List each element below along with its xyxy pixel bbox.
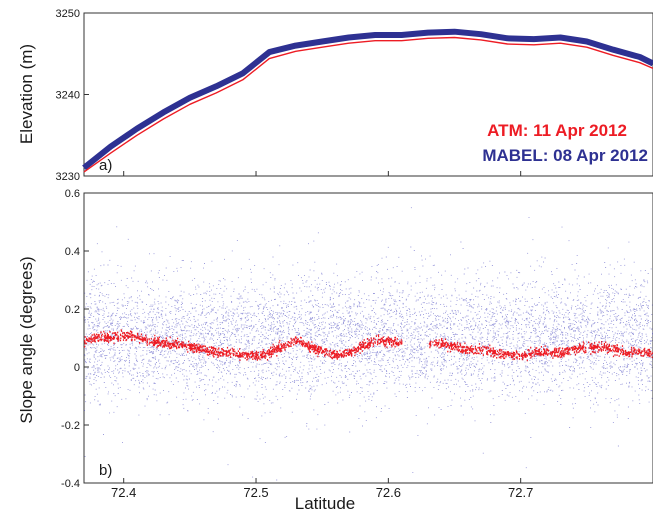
- x-tick-label-72.4: 72.4: [111, 485, 136, 500]
- axis-ticks: 3230 3240 3250 -0.4 -0.2 0 0.2 0.4 0.6 72.4 72.5 72…: [56, 8, 534, 500]
- y-tick-label-b-0: 0: [74, 362, 80, 374]
- y-axis-label-elevation: Elevation (m): [17, 44, 36, 144]
- y-tick-label-b-0.4: 0.4: [65, 246, 80, 258]
- panel-b-frame: [83, 192, 653, 484]
- y-tick-label-b-0.6: 0.6: [65, 188, 80, 200]
- x-tick-label-72.7: 72.7: [508, 485, 533, 500]
- y-tick-label-b--0.4: -0.4: [61, 478, 80, 490]
- legend-mabel: MABEL: 08 Apr 2012: [482, 146, 648, 165]
- y-axis-label-slope: Slope angle (degrees): [17, 256, 36, 423]
- mabel-elevation-line: [82, 28, 653, 171]
- atm-elevation-line: [83, 36, 653, 173]
- elevation-plot: [82, 28, 653, 173]
- x-tick-label-72.5: 72.5: [243, 485, 268, 500]
- legend-atm: ATM: 11 Apr 2012: [487, 121, 627, 140]
- x-axis-label-latitude: Latitude: [295, 494, 356, 513]
- atm-slope-points: [84, 329, 653, 362]
- y-tick-label-a-3250: 3250: [56, 8, 80, 20]
- y-tick-label-a-3240: 3240: [56, 90, 80, 102]
- panel-label-b: b): [99, 462, 112, 479]
- panel-label-a: a): [99, 157, 112, 174]
- y-tick-label-b-0.2: 0.2: [65, 304, 80, 316]
- x-tick-label-72.6: 72.6: [376, 485, 401, 500]
- y-tick-label-b--0.2: -0.2: [61, 420, 80, 432]
- y-tick-label-a-3230: 3230: [56, 171, 80, 183]
- slope-plot: [84, 207, 653, 481]
